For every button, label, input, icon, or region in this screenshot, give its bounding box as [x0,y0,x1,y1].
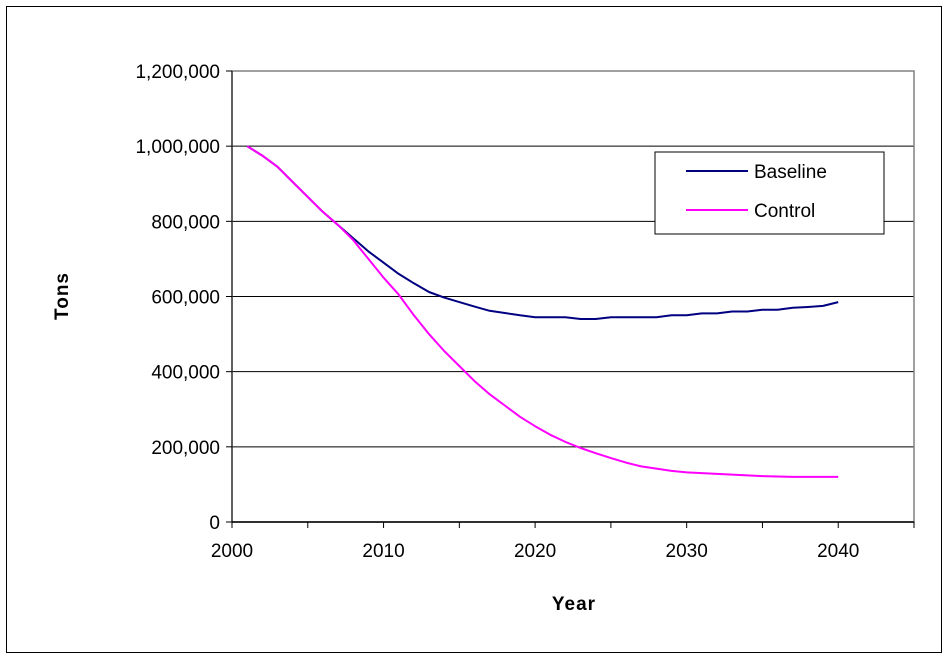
y-tick-label: 1,000,000 [135,137,220,158]
series-line-control [246,145,839,478]
series-lines [246,145,839,478]
y-tick-label: 200,000 [151,438,220,459]
y-tick-label: 0 [209,513,220,534]
chart-frame [6,6,942,653]
x-tick-label: 2020 [514,541,556,562]
legend-box [654,151,885,235]
x-tick-label: 2010 [362,541,404,562]
y-tick-label: 1,200,000 [135,62,220,83]
y-tick-label: 400,000 [151,363,220,384]
x-axis-title: Year [552,594,596,615]
x-tick-label: 2040 [817,541,859,562]
legend: Baseline Control [654,151,885,235]
y-axis: 0 200,000 400,000 600,000 800,000 1,000,000 1,… [135,62,233,534]
y-tick-label: 800,000 [151,212,220,233]
x-tick-label: 2030 [666,541,708,562]
x-axis: 2000 2010 2020 2030 2040 [211,521,915,562]
gridlines [232,70,914,448]
legend-label-control: Control [754,201,815,222]
y-axis-title: Tons [52,272,73,320]
x-tick-label: 2000 [211,541,253,562]
y-tick-label: 600,000 [151,288,220,309]
legend-label-baseline: Baseline [754,162,827,183]
